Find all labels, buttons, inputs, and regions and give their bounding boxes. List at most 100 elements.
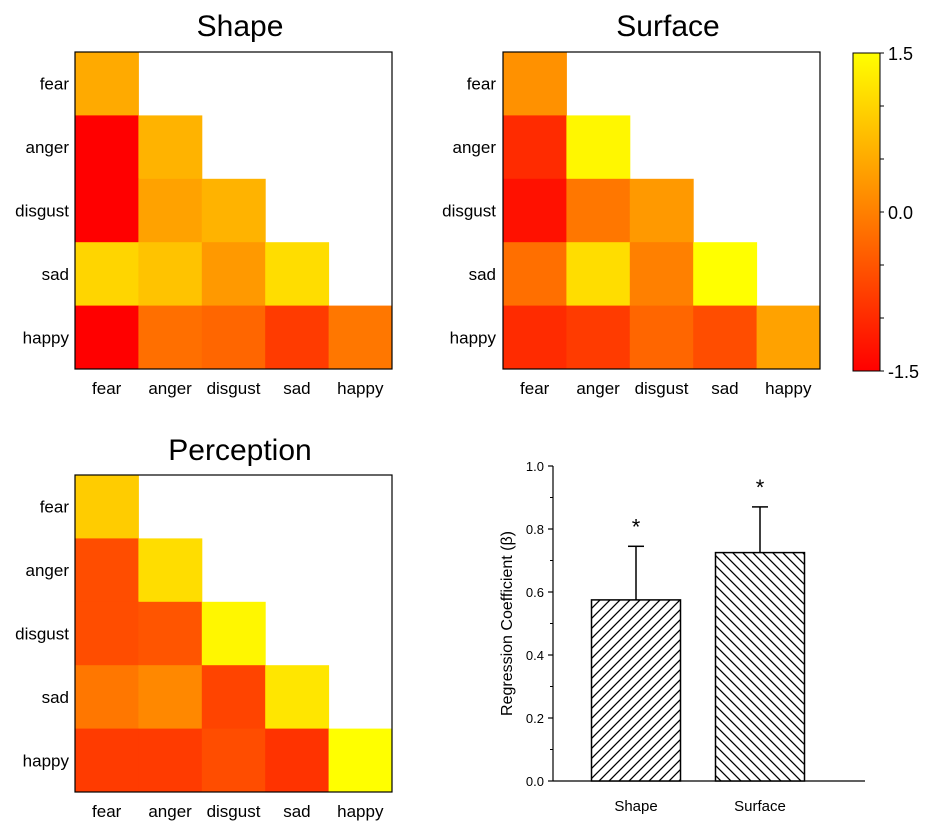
- heatmap-col-label: anger: [576, 379, 620, 398]
- heatmap-cell: [138, 665, 203, 730]
- heatmap-row-label: happy: [23, 328, 70, 347]
- heatmap-cell: [503, 178, 567, 243]
- heatmap-cell: [75, 475, 139, 539]
- heatmap-frame: [74, 474, 393, 793]
- heatmap-cell: [138, 305, 203, 370]
- heatmap-cell: [201, 665, 266, 730]
- heatmap-cell: [629, 305, 694, 370]
- heatmap-row-label: anger: [26, 138, 70, 157]
- heatmap-row-label: anger: [453, 138, 497, 157]
- heatmap-row-label: disgust: [442, 202, 496, 221]
- heatmap-row-label: disgust: [15, 625, 69, 644]
- heatmap-col-label: disgust: [207, 379, 261, 398]
- heatmap-col-label: anger: [148, 802, 192, 821]
- heatmap-cell: [75, 305, 139, 370]
- heatmap-cell: [201, 178, 266, 243]
- heatmap-cell: [629, 242, 694, 307]
- heatmap-cell: [503, 305, 567, 370]
- heatmap-cell: [75, 728, 139, 793]
- heatmap-col-label: anger: [148, 379, 192, 398]
- heatmap-cell: [138, 242, 203, 307]
- heatmap-col-label: happy: [765, 379, 812, 398]
- heatmap-cell: [265, 665, 330, 730]
- heatmap-col-label: happy: [337, 802, 384, 821]
- bar-y-tick-label: 0.2: [526, 711, 544, 726]
- colorbar-tick-label: 0.0: [888, 203, 913, 223]
- heatmap-cell: [201, 242, 266, 307]
- heatmap-cell: [566, 115, 631, 180]
- heatmap-cell: [566, 305, 631, 370]
- bar-y-tick-label: 1.0: [526, 459, 544, 474]
- heatmap-cell: [138, 538, 203, 603]
- heatmap-cell: [201, 305, 266, 370]
- heatmap-row-label: anger: [26, 561, 70, 580]
- heatmap-title: Shape: [197, 10, 284, 43]
- heatmap-col-label: sad: [711, 379, 738, 398]
- bar-y-tick-label: 0.4: [526, 648, 544, 663]
- bar-chart: 0.0 0.2 0.4 0.6 0.8 1.0 Regression Coefficient…: [499, 459, 865, 815]
- heatmap-row-label: happy: [23, 751, 70, 770]
- heatmap-cell: [693, 305, 758, 370]
- heatmap-row-label: sad: [42, 688, 69, 707]
- heatmap-cell: [138, 728, 203, 793]
- heatmap-row-label: sad: [42, 265, 69, 284]
- heatmap-cell: [756, 305, 821, 370]
- heatmap-cell: [566, 178, 631, 243]
- heatmap-col-label: sad: [283, 802, 310, 821]
- bar-y-tick-label: 0.8: [526, 522, 544, 537]
- colorbar-gradient: [852, 52, 881, 372]
- heatmap-title: Perception: [168, 434, 311, 467]
- heatmap-row-label: disgust: [15, 202, 69, 221]
- bar-significance-star: *: [632, 514, 641, 539]
- heatmap-cell: [75, 665, 139, 730]
- heatmap-col-label: fear: [520, 379, 550, 398]
- bar-y-axis-label: Regression Coefficient (β): [499, 531, 516, 716]
- heatmap-cell: [328, 728, 393, 793]
- bar-y-tick-label: 0.6: [526, 585, 544, 600]
- heatmap-cell: [138, 601, 203, 666]
- heatmap-cell: [566, 242, 631, 307]
- heatmap-cell: [75, 601, 139, 666]
- heatmap-cell: [75, 538, 139, 603]
- bar-y-tick-label: 0.0: [526, 774, 544, 789]
- heatmap-col-label: disgust: [207, 802, 261, 821]
- heatmap-cell: [265, 728, 330, 793]
- heatmap-cell: [265, 242, 330, 307]
- heatmap-cell: [503, 115, 567, 180]
- colorbar-tick-label: -1.5: [888, 362, 919, 382]
- heatmap-col-label: happy: [337, 379, 384, 398]
- heatmap-cell: [503, 52, 567, 116]
- heatmap-col-label: sad: [283, 379, 310, 398]
- heatmap-cell: [75, 242, 139, 307]
- heatmap-row-label: fear: [467, 75, 497, 94]
- heatmap-cell: [138, 115, 203, 180]
- heatmap-surface: Surface fear anger disgust sad happy fear anger…: [442, 10, 821, 398]
- heatmap-cell: [201, 728, 266, 793]
- heatmap-row-label: sad: [469, 265, 496, 284]
- bar-category-label: Surface: [734, 798, 786, 815]
- heatmap-cell: [201, 601, 266, 666]
- bar-category-label: Shape: [614, 798, 657, 815]
- heatmap-row-label: fear: [40, 75, 70, 94]
- heatmap-cell: [138, 178, 203, 243]
- heatmap-cell: [328, 305, 393, 370]
- colorbar-tick-label: 1.5: [888, 44, 913, 64]
- heatmap-cell: [75, 178, 139, 243]
- bar: [714, 551, 806, 782]
- colorbar: 1.5 0.0 -1.5: [852, 44, 919, 382]
- heatmap-col-label: disgust: [635, 379, 689, 398]
- heatmap-cell: [265, 305, 330, 370]
- heatmap-cell: [75, 52, 139, 116]
- heatmap-cell: [75, 115, 139, 180]
- heatmap-cell: [693, 242, 758, 307]
- heatmap-frame: [502, 51, 821, 370]
- heatmap-cell: [629, 178, 694, 243]
- heatmap-frame: [74, 51, 393, 370]
- heatmap-col-label: fear: [92, 802, 122, 821]
- bar-significance-star: *: [756, 475, 765, 500]
- heatmap-row-label: fear: [40, 498, 70, 517]
- bar: [590, 599, 682, 782]
